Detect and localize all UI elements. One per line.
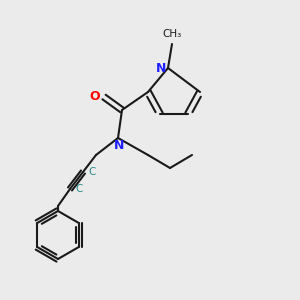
Text: N: N	[156, 61, 166, 74]
Text: O: O	[89, 91, 100, 103]
Text: CH₃: CH₃	[162, 29, 182, 39]
Text: C: C	[88, 167, 95, 177]
Text: C: C	[75, 184, 82, 194]
Text: N: N	[114, 139, 124, 152]
